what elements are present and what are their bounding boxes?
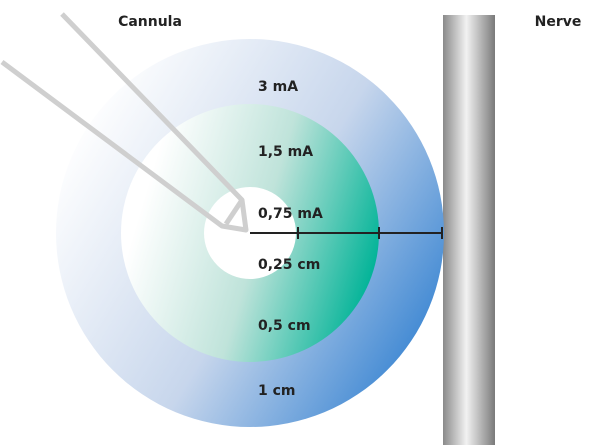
distance-label: 0,5 cm xyxy=(258,318,311,334)
diagram: Cannula Nerve 3 mA 1,5 mA 0,75 mA 0,25 c… xyxy=(0,0,598,445)
nerve-label: Nerve xyxy=(535,14,582,30)
distance-label: 0,25 cm xyxy=(258,257,320,273)
current-label: 0,75 mA xyxy=(258,206,323,222)
nerve xyxy=(443,15,495,445)
current-label: 3 mA xyxy=(258,79,298,95)
current-label: 1,5 mA xyxy=(258,144,313,160)
distance-label: 1 cm xyxy=(258,383,296,399)
cannula-label: Cannula xyxy=(118,14,182,30)
